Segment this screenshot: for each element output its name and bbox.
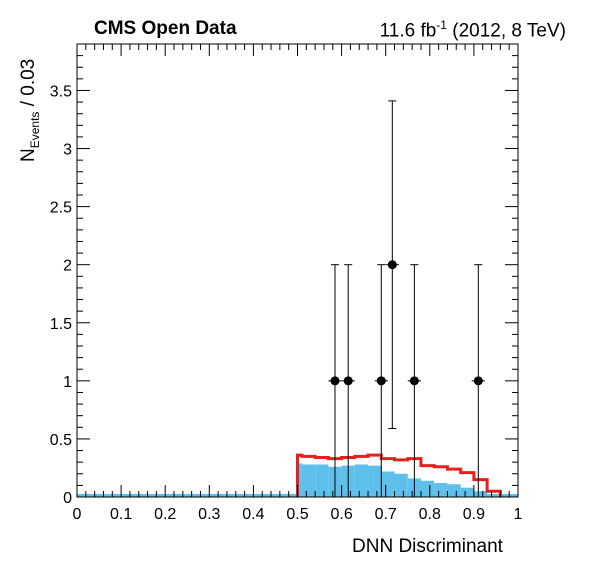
x-tick-label: 0.5 — [286, 506, 308, 523]
plot-frame — [76, 43, 519, 498]
y-tick-label: 3 — [63, 142, 72, 159]
y-tick-label: 2 — [63, 258, 72, 275]
y-axis-ticks: 0 0.5 1 1.5 2 2.5 3 3.5 — [50, 43, 518, 507]
data-point-0 — [328, 264, 342, 497]
x-tick-label: 0.8 — [419, 506, 441, 523]
fill-bar-7 — [381, 471, 395, 497]
fill-bar-2 — [315, 464, 329, 497]
fill-bar-12 — [447, 484, 461, 497]
lumi-tail: (2012, 8 TeV) — [446, 20, 566, 42]
fill-bar-0 — [297, 463, 302, 497]
fill-bar-14 — [473, 491, 488, 497]
y-axis-title-sub: Events — [27, 111, 42, 149]
y-tick-label: 2.5 — [50, 200, 72, 217]
fill-bar-11 — [434, 483, 448, 497]
luminosity-label: 11.6 fb-1 (2012, 8 TeV) — [380, 18, 566, 42]
x-axis-ticks: 0 0.1 0.2 0.3 0.4 0.5 0.6 0.7 0.8 0.9 1 — [73, 44, 523, 523]
y-tick-label: 0 — [63, 490, 72, 507]
y-tick-label: 3.5 — [50, 83, 72, 100]
x-tick-label: 0.7 — [375, 506, 397, 523]
data-point-5 — [471, 264, 485, 497]
marker-0 — [330, 376, 340, 386]
axes-frame — [76, 43, 519, 498]
y-axis-title-main: N — [18, 148, 39, 162]
data-point-2 — [374, 264, 388, 497]
x-tick-label: 0.4 — [242, 506, 264, 523]
y-axis-title-tail: / 0.03 — [18, 58, 39, 112]
x-tick-label: 0.9 — [463, 506, 485, 523]
marker-2 — [376, 376, 386, 386]
fill-bar-15 — [487, 494, 501, 497]
fill-bar-10 — [420, 480, 435, 497]
lumi-exponent: -1 — [436, 18, 447, 32]
data-point-4 — [407, 264, 421, 497]
y-tick-label: 0.5 — [50, 432, 72, 449]
fill-bar-13 — [460, 487, 474, 497]
lumi-value: 11.6 fb — [379, 20, 437, 42]
data-points-series — [328, 100, 485, 497]
fill-bar-5 — [354, 464, 369, 497]
x-tick-label: 0.2 — [154, 506, 176, 523]
marker-1 — [343, 376, 353, 386]
x-axis-title: DNN Discriminant — [352, 536, 503, 557]
x-tick-label: 0 — [73, 506, 82, 523]
y-tick-label: 1.5 — [50, 316, 72, 333]
data-point-3 — [385, 100, 399, 429]
fill-bar-8 — [394, 473, 408, 497]
step-line — [296, 453, 502, 497]
x-tick-label: 1 — [514, 506, 523, 523]
marker-3 — [387, 260, 397, 270]
marker-5 — [473, 376, 483, 386]
cms-label: CMS Open Data — [94, 18, 237, 39]
x-tick-label: 0.3 — [198, 506, 220, 523]
y-tick-label: 1 — [63, 374, 72, 391]
data-point-1 — [341, 264, 355, 497]
x-tick-label: 0.1 — [110, 506, 132, 523]
marker-4 — [409, 376, 419, 386]
y-axis-title: NEvents / 0.03 — [18, 59, 42, 162]
fill-bar-6 — [368, 465, 382, 497]
x-tick-label: 0.6 — [330, 506, 352, 523]
background-step-series — [296, 453, 502, 497]
fill-bar-1 — [301, 464, 316, 497]
